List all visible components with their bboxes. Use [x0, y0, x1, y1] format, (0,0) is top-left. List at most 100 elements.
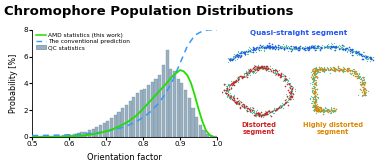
Point [349, 48, 355, 51]
Point [349, 50, 355, 53]
Point [336, 47, 342, 50]
Point [344, 68, 350, 71]
Point [345, 48, 351, 50]
Point [251, 110, 257, 113]
Point [260, 116, 266, 118]
Point [349, 70, 355, 72]
Point [313, 65, 319, 68]
Bar [91, 129, 95, 137]
Point [343, 47, 349, 49]
Point [228, 95, 234, 97]
Point [353, 52, 359, 54]
Point [228, 96, 234, 99]
Point [312, 95, 318, 98]
Point [316, 44, 322, 47]
Point [318, 109, 324, 112]
Point [368, 56, 374, 58]
Point [243, 70, 249, 72]
Point [301, 47, 307, 49]
Point [241, 73, 247, 75]
Point [310, 46, 316, 49]
Point [361, 79, 367, 81]
Point [234, 55, 240, 57]
Point [228, 88, 234, 91]
Point [316, 68, 322, 71]
Point [245, 48, 251, 51]
Point [247, 70, 253, 73]
Point [226, 95, 232, 98]
Point [266, 109, 272, 112]
Point [310, 77, 316, 80]
Point [251, 71, 257, 73]
Point [259, 65, 265, 68]
Point [275, 71, 281, 74]
Point [237, 52, 243, 55]
Point [288, 89, 294, 92]
Point [241, 51, 247, 54]
Point [325, 108, 331, 111]
Point [360, 86, 366, 89]
Point [312, 87, 318, 90]
Point [249, 48, 255, 51]
Point [315, 71, 321, 73]
Point [288, 97, 294, 100]
Point [311, 78, 317, 81]
Point [239, 76, 245, 78]
Point [287, 84, 293, 87]
Point [340, 47, 346, 49]
Point [321, 67, 327, 69]
Point [236, 77, 242, 80]
Point [252, 65, 258, 67]
Point [355, 53, 361, 55]
Point [269, 110, 275, 113]
Point [349, 48, 355, 50]
Point [266, 43, 272, 46]
Point [312, 109, 318, 112]
Point [295, 46, 301, 49]
Point [361, 83, 367, 85]
Point [244, 73, 250, 75]
Bar [125, 105, 128, 137]
Point [273, 46, 279, 49]
Point [356, 52, 363, 55]
Point [242, 52, 248, 54]
Point [310, 45, 316, 48]
Point [360, 58, 366, 60]
Point [229, 58, 235, 60]
Point [331, 109, 337, 111]
Point [236, 54, 242, 57]
Point [349, 70, 355, 72]
Point [256, 47, 262, 50]
Point [311, 71, 318, 74]
Point [325, 66, 331, 69]
Point [236, 103, 242, 105]
Point [228, 93, 234, 96]
Point [289, 47, 295, 50]
Point [223, 92, 229, 95]
Point [353, 50, 359, 52]
Point [250, 45, 256, 48]
Point [317, 107, 323, 110]
Point [327, 46, 333, 49]
Point [280, 73, 286, 76]
Point [226, 88, 232, 91]
Point [357, 78, 363, 81]
Point [282, 75, 288, 78]
Point [339, 70, 345, 73]
Point [296, 46, 302, 48]
Point [270, 46, 276, 49]
Point [313, 109, 319, 112]
Point [361, 94, 367, 97]
Point [249, 109, 256, 111]
Point [281, 76, 287, 79]
Point [361, 82, 367, 85]
Point [264, 112, 270, 115]
Point [226, 95, 232, 98]
Point [244, 71, 250, 74]
Point [246, 46, 252, 49]
Point [356, 75, 363, 78]
Point [248, 69, 254, 72]
Point [349, 71, 355, 74]
Point [314, 102, 320, 105]
Point [242, 50, 248, 53]
